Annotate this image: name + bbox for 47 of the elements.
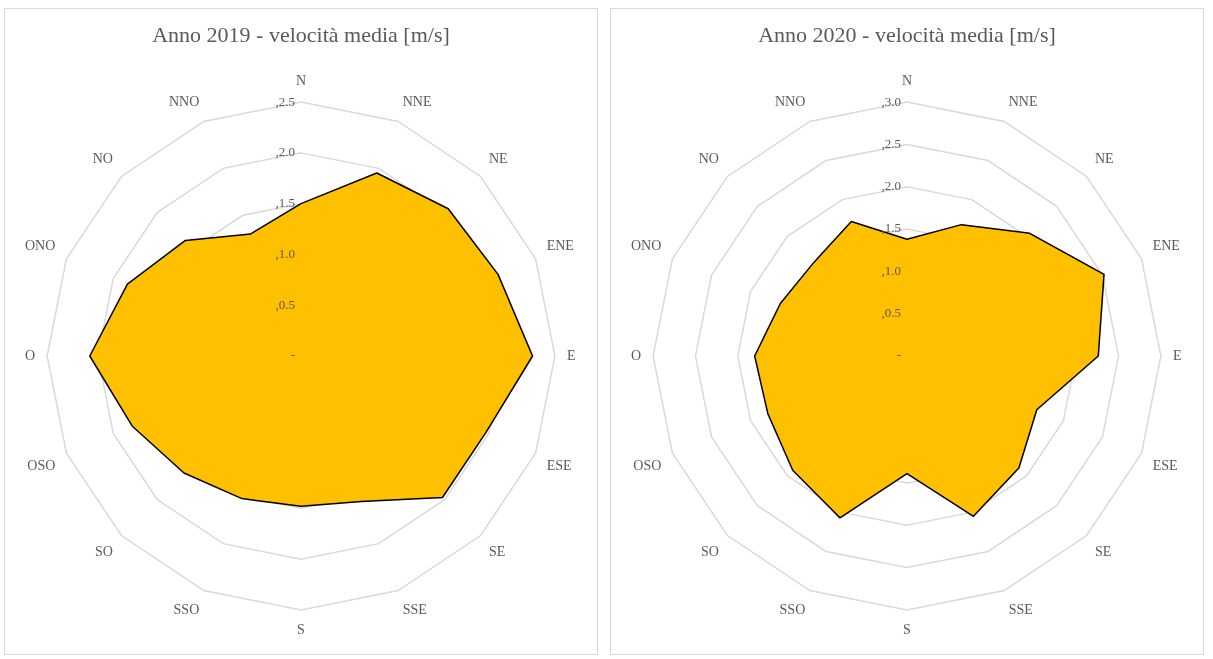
spoke-label: S bbox=[903, 621, 911, 637]
y-tick-label: ,2.0 bbox=[275, 144, 295, 160]
spoke-label: NNE bbox=[402, 93, 432, 109]
spoke-label: ESE bbox=[1152, 457, 1178, 473]
spoke-label: NNO bbox=[168, 93, 200, 109]
chart-title: Anno 2019 - velocità media [m/s] bbox=[152, 21, 450, 47]
y-tick-label: ,0.5 bbox=[275, 296, 295, 312]
spoke-label: N bbox=[901, 73, 913, 89]
spoke-label: SSO bbox=[779, 601, 806, 617]
spoke-label: SE bbox=[489, 544, 506, 560]
spoke-label: ENE bbox=[546, 237, 574, 253]
spoke-label: E bbox=[566, 347, 576, 363]
spoke-label: E bbox=[1172, 347, 1182, 363]
y-tick-label: ,0.5 bbox=[881, 305, 901, 321]
y-tick-label: ,2.0 bbox=[881, 178, 901, 194]
y-tick-label: ,3.0 bbox=[881, 93, 901, 109]
spoke-label: NE bbox=[489, 151, 508, 167]
spoke-label: ENE bbox=[1152, 237, 1180, 253]
y-tick-label: ,1.0 bbox=[275, 245, 295, 261]
spoke-label: OSO bbox=[633, 457, 662, 473]
spoke-label: ONO bbox=[631, 237, 662, 253]
chart-title: Anno 2020 - velocità media [m/s] bbox=[758, 21, 1056, 47]
spoke-label: NO bbox=[698, 151, 719, 167]
spoke-label: SSE bbox=[402, 601, 427, 617]
y-tick-label: - bbox=[896, 347, 901, 363]
spoke-label: SO bbox=[95, 544, 113, 560]
spoke-label: SSE bbox=[1008, 601, 1033, 617]
spoke-label: NO bbox=[92, 151, 113, 167]
y-tick-label: - bbox=[290, 347, 295, 363]
y-tick-label: ,1.5 bbox=[275, 195, 295, 211]
y-tick-label: ,1.0 bbox=[881, 262, 901, 278]
spoke-label: S bbox=[297, 621, 305, 637]
spoke-label: ESE bbox=[546, 457, 572, 473]
spoke-label: O bbox=[24, 347, 36, 363]
spoke-label: ONO bbox=[25, 237, 56, 253]
spoke-label: NE bbox=[1095, 151, 1114, 167]
y-tick-label: ,2.5 bbox=[275, 93, 295, 109]
y-tick-label: ,1.5 bbox=[881, 220, 901, 236]
y-tick-label: ,2.5 bbox=[881, 135, 901, 151]
spoke-label: SO bbox=[701, 544, 719, 560]
spoke-label: N bbox=[295, 73, 307, 89]
spoke-label: OSO bbox=[27, 457, 56, 473]
spoke-label: NNE bbox=[1008, 93, 1038, 109]
spoke-label: SSO bbox=[173, 601, 200, 617]
spoke-label: O bbox=[630, 347, 642, 363]
spoke-label: NNO bbox=[774, 93, 806, 109]
spoke-label: SE bbox=[1095, 544, 1112, 560]
